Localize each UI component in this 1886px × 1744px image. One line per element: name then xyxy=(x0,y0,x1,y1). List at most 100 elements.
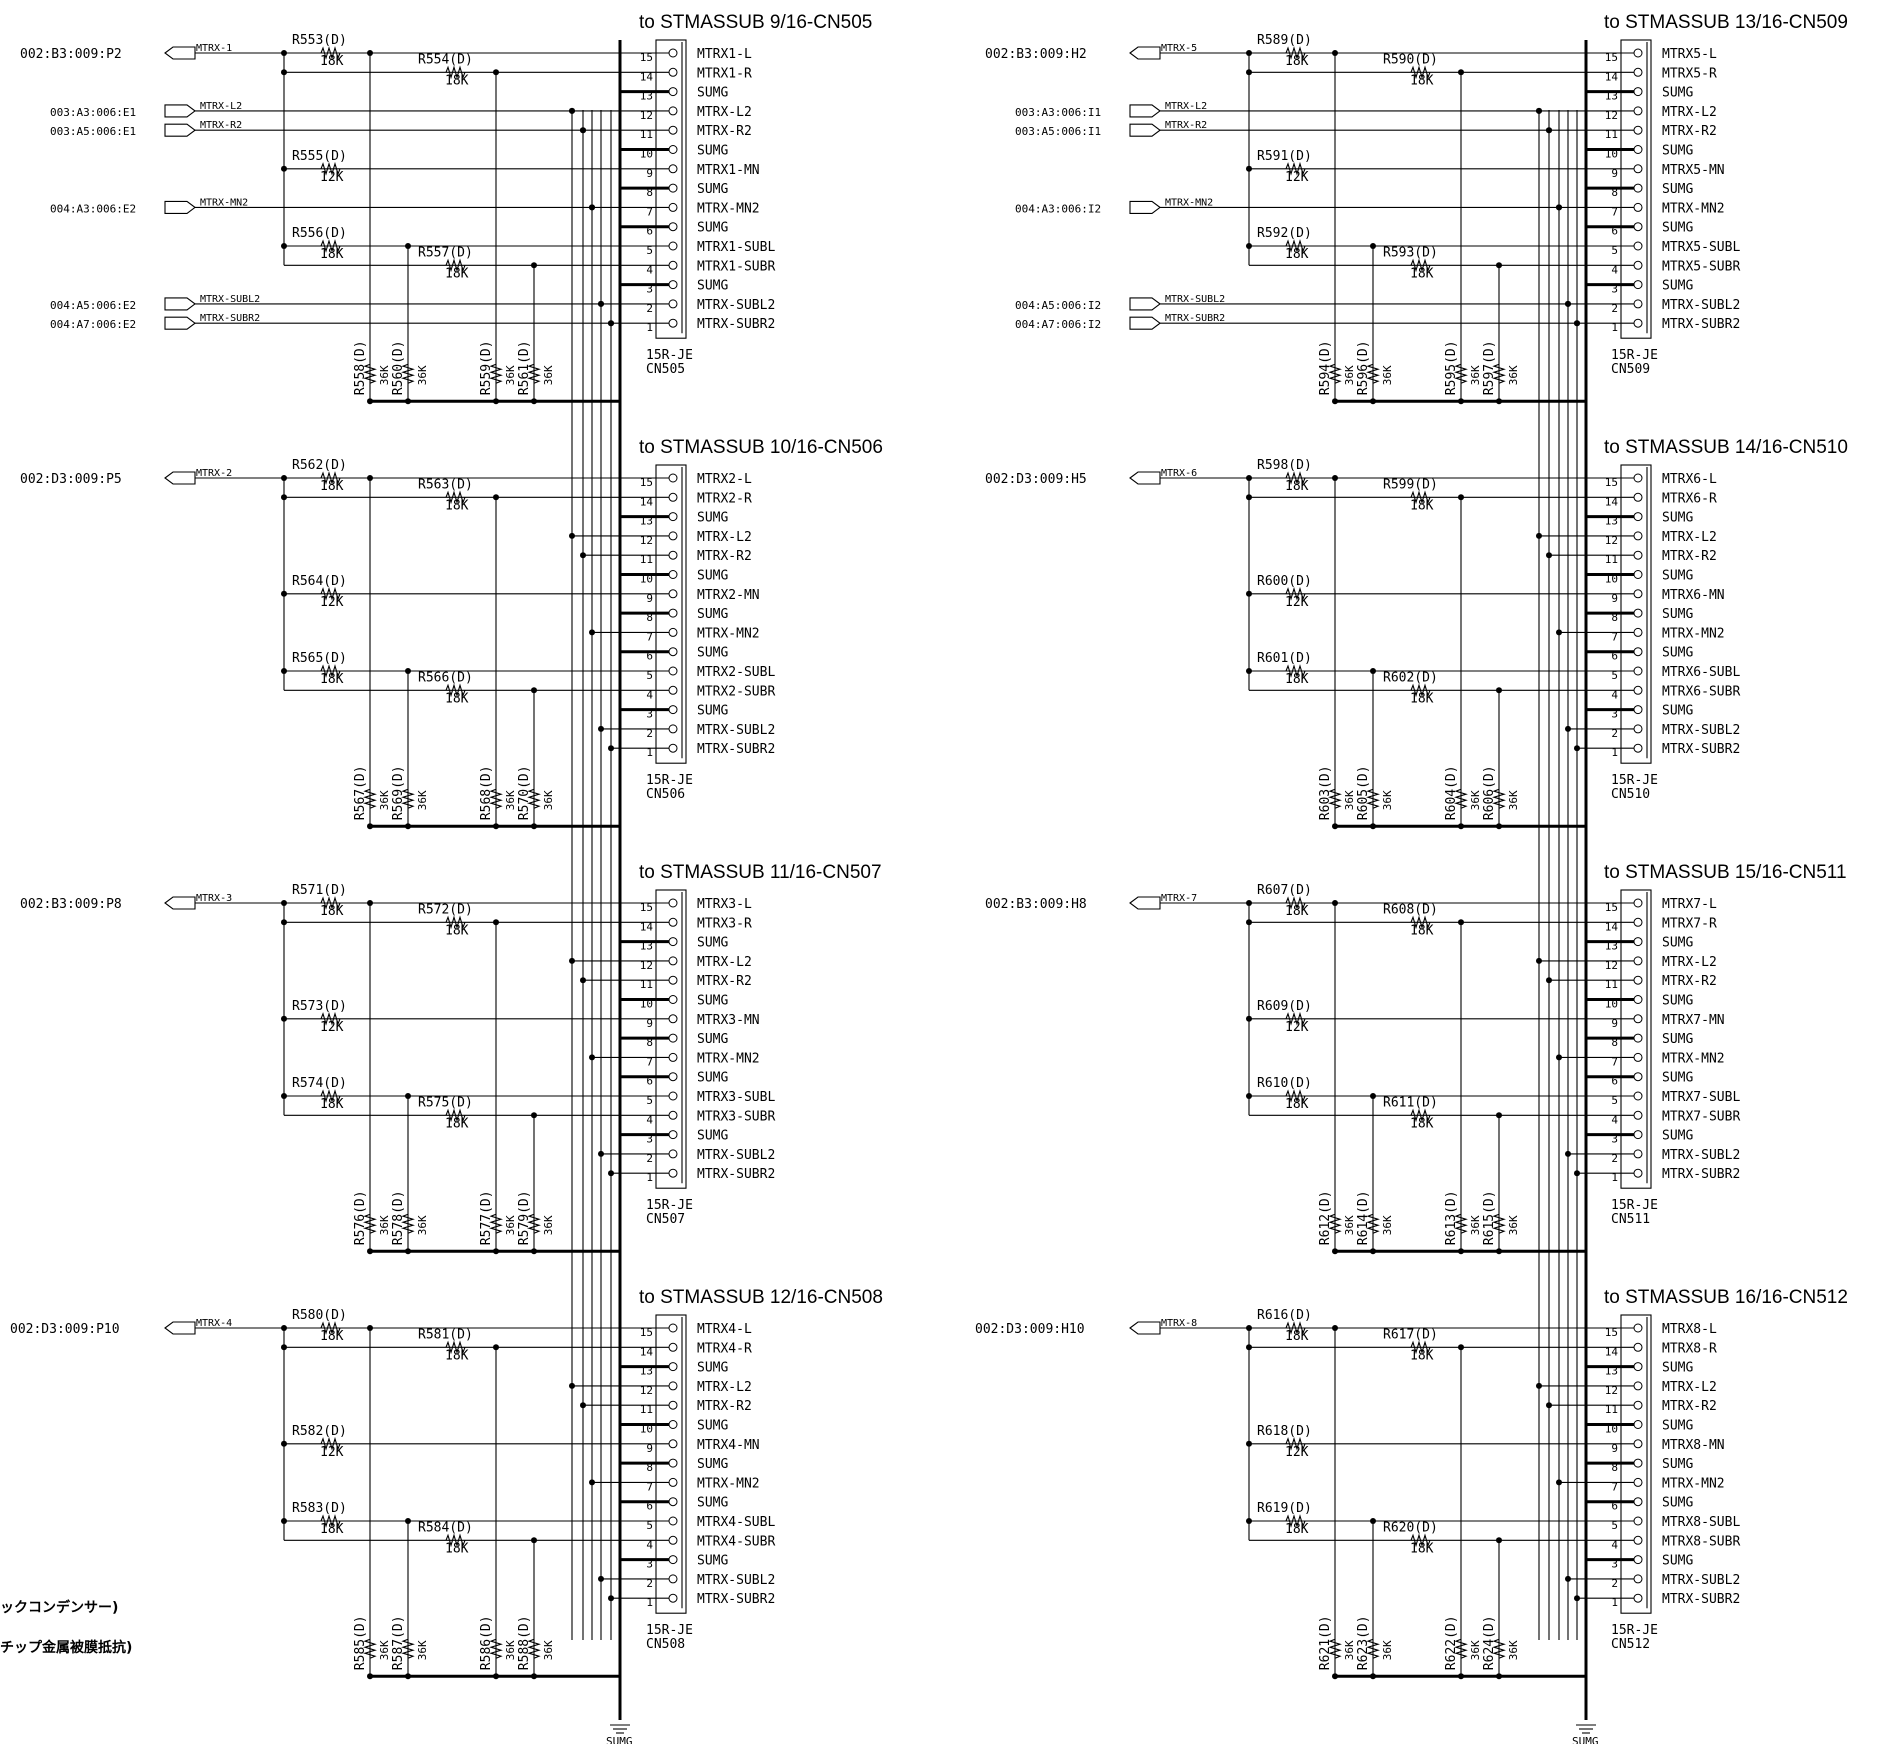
pin-number: 2 xyxy=(1611,727,1618,740)
resistor-ref: R571(D) xyxy=(292,883,347,898)
pin-circle xyxy=(1633,1420,1643,1429)
resistor-symbol xyxy=(1328,1638,1342,1659)
pulldown-value: 36K xyxy=(1507,365,1520,385)
connector-title: to STMASSUB 15/16-CN511 xyxy=(1604,862,1847,883)
connector-ref: CN510 xyxy=(1611,787,1650,802)
resistor-symbol xyxy=(363,1638,377,1659)
pin-circle xyxy=(1633,106,1643,116)
pulldown-value: 36K xyxy=(1469,1215,1482,1235)
resistor-ref: R602(D) xyxy=(1383,670,1438,685)
port-net-name: MTRX-MN2 xyxy=(1165,197,1213,208)
pin-number: 14 xyxy=(640,495,654,508)
pin-number: 1 xyxy=(1611,1596,1618,1609)
pin-circle xyxy=(1633,1342,1643,1352)
pin-circle xyxy=(1633,1381,1643,1391)
pin-circle xyxy=(668,299,678,309)
pin-label: MTRX2-SUBR xyxy=(697,684,775,699)
resistor-symbol xyxy=(1285,664,1306,678)
pin-number: 13 xyxy=(640,515,653,528)
pin-number: 1 xyxy=(1611,1171,1618,1184)
pin-label: MTRX7-R xyxy=(1662,916,1717,931)
pin-number: 8 xyxy=(646,1461,653,1474)
junction-dot xyxy=(493,1248,499,1255)
pin-label: MTRX-SUBR2 xyxy=(697,317,775,332)
connector-title: to STMASSUB 14/16-CN510 xyxy=(1604,437,1848,458)
pin-number: 4 xyxy=(646,688,653,701)
junction-dot xyxy=(281,668,287,674)
resistor-value: 18K xyxy=(1410,923,1434,938)
pin-number: 9 xyxy=(1611,1017,1618,1030)
connector-ref: CN511 xyxy=(1611,1212,1650,1227)
connector-part: 15R-JE xyxy=(1611,1198,1658,1213)
pin-number: 11 xyxy=(1605,553,1618,566)
pin-label: SUMG xyxy=(1662,221,1693,236)
resistor-ref: R617(D) xyxy=(1383,1327,1438,1342)
junction-dot xyxy=(281,1015,287,1022)
net-port-flag xyxy=(164,316,196,330)
pin-number: 2 xyxy=(1611,1152,1618,1165)
pin-circle xyxy=(668,1342,678,1352)
net-port-flag xyxy=(1129,896,1161,910)
junction-dot xyxy=(1458,823,1464,830)
resistor-value: 18K xyxy=(1285,54,1309,69)
pulldown-value: 36K xyxy=(416,1640,429,1660)
junction-dot xyxy=(1246,494,1252,501)
resistor-symbol xyxy=(401,788,415,809)
resistor-value: 18K xyxy=(1285,1329,1309,1344)
pin-circle xyxy=(1633,1477,1643,1487)
port-net-name: MTRX-L2 xyxy=(1165,101,1207,112)
junction-dot xyxy=(281,1093,287,1099)
connector-ref: CN507 xyxy=(646,1212,685,1227)
pin-label: SUMG xyxy=(697,936,728,951)
port-net-name: MTRX-SUBR2 xyxy=(1165,313,1225,324)
resistor-value: 12K xyxy=(320,170,344,185)
resistor-symbol xyxy=(489,1213,503,1234)
junction-dot xyxy=(531,398,537,405)
net-port-flag xyxy=(1129,316,1161,330)
pin-circle xyxy=(668,627,678,637)
connector-title: to STMASSUB 12/16-CN508 xyxy=(639,1287,883,1308)
pin-circle xyxy=(1633,570,1643,579)
resistor-value: 18K xyxy=(445,498,469,513)
resistor-ref: R582(D) xyxy=(292,1424,347,1439)
pulldown-ref: R606(D) xyxy=(1482,765,1497,820)
source-ref: 002:B3:009:H2 xyxy=(985,47,1087,62)
pin-number: 3 xyxy=(1611,1133,1618,1146)
pin-number: 1 xyxy=(646,1171,653,1184)
junction-dot xyxy=(1246,475,1252,481)
junction-dot xyxy=(1370,398,1376,405)
pin-number: 11 xyxy=(1605,128,1618,141)
connector-part: 15R-JE xyxy=(646,348,693,363)
resistor-ref: R607(D) xyxy=(1257,883,1312,898)
junction-dot xyxy=(1496,1673,1502,1680)
junction-dot xyxy=(281,475,287,481)
junction-dot xyxy=(1246,590,1252,597)
resistor-symbol xyxy=(1366,788,1380,809)
pin-circle xyxy=(1633,1516,1643,1526)
junction-dot xyxy=(281,50,287,56)
resistor-symbol xyxy=(1492,788,1506,809)
resistor-symbol xyxy=(489,363,503,384)
pin-label: SUMG xyxy=(697,1554,728,1569)
resistor-symbol xyxy=(1285,1321,1306,1335)
pin-circle xyxy=(1633,1149,1643,1159)
pin-label: MTRX-R2 xyxy=(1662,124,1717,139)
resistor-symbol xyxy=(320,896,341,910)
pulldown-value: 36K xyxy=(1507,1215,1520,1235)
source-net-name: MTRX-5 xyxy=(1161,43,1197,54)
resistor-value: 12K xyxy=(1285,1445,1309,1460)
resistor-ref: R566(D) xyxy=(418,670,473,685)
resistor-symbol xyxy=(1285,161,1306,176)
resistor-value: 18K xyxy=(1285,479,1309,494)
resistor-symbol xyxy=(1328,1213,1342,1234)
pin-number: 1 xyxy=(1611,746,1618,759)
pin-circle xyxy=(1633,1168,1643,1178)
resistor-symbol xyxy=(401,1638,415,1659)
pin-circle xyxy=(668,1555,678,1565)
junction-dot xyxy=(493,398,499,405)
pin-number: 3 xyxy=(1611,1558,1618,1571)
pin-circle xyxy=(1633,898,1643,908)
pin-label: MTRX-SUBR2 xyxy=(1662,1167,1740,1182)
junction-dot xyxy=(1458,398,1464,405)
resistor-symbol xyxy=(1366,1638,1380,1659)
